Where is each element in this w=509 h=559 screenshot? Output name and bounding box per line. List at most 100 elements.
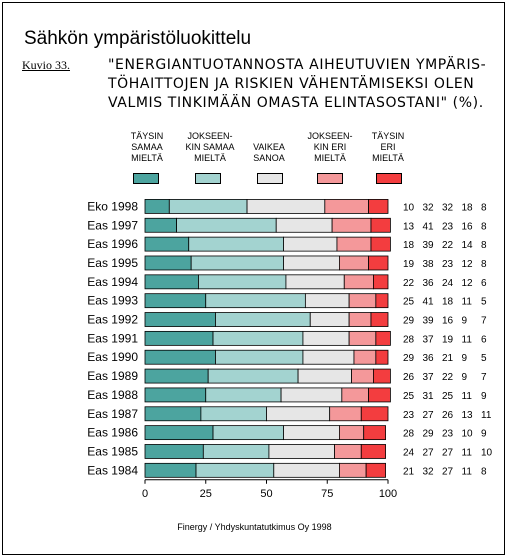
bar-segment (363, 425, 386, 441)
value-label: 18 (462, 202, 474, 213)
bar-segment (273, 462, 340, 478)
legend-label-4: JOKSEEN- KIN ERI MIELTÄ (307, 131, 353, 163)
value-label: 22 (442, 240, 454, 251)
bar-segment (190, 255, 284, 271)
value-label: 13 (403, 221, 415, 232)
bar-segment (373, 368, 391, 384)
value-label: 10 (462, 429, 474, 440)
value-label: 21 (403, 466, 415, 477)
value-label: 36 (423, 353, 435, 364)
bar-segment (246, 199, 326, 214)
legend-swatch-2 (195, 173, 221, 184)
bar-segment (144, 406, 202, 422)
value-label: 23 (442, 221, 454, 232)
bar-segment (283, 425, 340, 441)
legend-swatch-3 (257, 173, 283, 184)
x-tick-label: 100 (379, 488, 397, 500)
category-label: Eas 1991 (87, 331, 138, 345)
question-line-2: TÖHAITTOJEN JA RISKIEN VÄHENTÄMISEKSI OL… (108, 76, 475, 92)
bar-segment (348, 330, 377, 346)
bar-segment (375, 293, 389, 309)
bar-segment (144, 274, 199, 290)
bar-segment (304, 293, 350, 309)
bar-segment (297, 368, 352, 384)
value-label: 10 (403, 202, 415, 213)
bar-segment (283, 236, 338, 252)
value-label: 37 (423, 372, 435, 383)
bar-segment (368, 387, 391, 403)
bar-segment (198, 274, 287, 290)
value-label: 29 (403, 353, 415, 364)
value-label: 10 (481, 447, 493, 458)
value-label: 7 (481, 316, 487, 327)
bar-segment (144, 462, 197, 478)
bar-segment (285, 274, 345, 290)
value-label: 12 (462, 278, 474, 289)
bar-segment (144, 312, 216, 327)
value-label: 18 (442, 297, 454, 308)
bar-segment (205, 387, 282, 403)
value-label: 16 (462, 221, 474, 232)
category-label: Eko 1998 (87, 199, 138, 213)
category-label: Eas 1992 (87, 313, 138, 327)
category-label: Eas 1997 (87, 218, 138, 232)
value-label: 5 (481, 297, 487, 308)
value-label: 19 (442, 334, 454, 345)
value-label: 12 (462, 259, 474, 270)
value-label: 8 (481, 240, 487, 251)
value-label: 25 (403, 297, 415, 308)
legend-swatch-4 (317, 173, 343, 184)
value-label: 9 (481, 429, 487, 440)
legend-swatch-5 (376, 173, 402, 184)
bar-segment (207, 368, 299, 384)
legend-label-2: JOKSEEN- KIN SAMAA MIELTÄ (185, 131, 235, 163)
bar-segment (144, 199, 170, 214)
value-label: 26 (403, 372, 415, 383)
question-line-3: VALMIS TINKIMÄÄN OMASTA ELINTASOSTANI" (… (108, 95, 484, 111)
legend-swatch-1 (133, 173, 159, 184)
value-label: 22 (403, 278, 415, 289)
value-label: 8 (481, 259, 487, 270)
bar-segment (334, 444, 362, 459)
value-label: 39 (423, 240, 435, 251)
value-label: 11 (462, 391, 473, 402)
bar-segment (266, 406, 331, 422)
bar-segment (360, 444, 386, 459)
bar-segment (144, 349, 216, 365)
category-label: Eas 1988 (87, 388, 138, 402)
value-label: 37 (423, 334, 435, 345)
bar-segment (205, 293, 306, 309)
value-label: 9 (462, 316, 468, 327)
value-label: 38 (423, 259, 435, 270)
bar-segment (144, 425, 214, 441)
bar-segment (375, 330, 391, 346)
value-label: 14 (462, 240, 474, 251)
legend-label-1: TÄYSIN SAMAA MIELTÄ (130, 131, 164, 163)
value-label: 8 (481, 221, 487, 232)
bar-segment (268, 444, 335, 459)
value-label: 28 (403, 429, 415, 440)
value-label: 13 (462, 410, 474, 421)
bar-segment (275, 217, 333, 233)
bar-segment (348, 312, 372, 327)
value-label: 16 (442, 316, 454, 327)
value-label: 19 (403, 259, 415, 270)
value-label: 21 (442, 353, 454, 364)
value-label: 24 (403, 447, 415, 458)
value-label: 27 (423, 410, 435, 421)
value-label: 11 (462, 334, 473, 345)
value-label: 28 (403, 334, 415, 345)
value-label: 11 (462, 466, 473, 477)
bar-segment (212, 425, 284, 441)
category-label: Eas 1984 (87, 463, 138, 477)
bar-segment (302, 349, 355, 365)
value-label: 25 (403, 391, 415, 402)
value-label: 31 (423, 391, 435, 402)
bar-segment (375, 349, 389, 365)
x-tick-label: 0 (142, 488, 148, 500)
bar-segment (144, 387, 207, 403)
value-label: 8 (481, 466, 487, 477)
value-label: 18 (403, 240, 415, 251)
x-tick-label: 50 (260, 488, 272, 500)
